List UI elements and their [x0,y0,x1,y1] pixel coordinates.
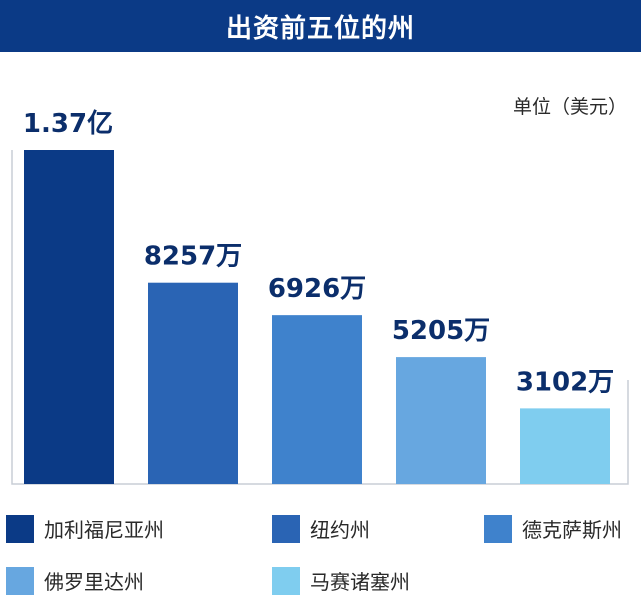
bar-1 [24,150,114,484]
legend-item-5: 马赛诸塞州 [272,566,410,595]
chart-title: 出资前五位的州 [225,13,415,44]
legend-label: 佛罗里达州 [44,570,144,594]
bar-5 [520,408,610,484]
legend: 加利福尼亚州 纽约州 德克萨斯州佛罗里达州 马赛诸塞州 [0,500,641,612]
bar-2 [148,282,238,484]
legend-item-2: 纽约州 [272,514,370,543]
legend-item-3: 德克萨斯州 [484,514,622,543]
bar-3 [272,315,362,484]
legend-swatch [6,514,34,543]
bar-chart: 1.37亿 8257万 6926万 5205万 3102万 [11,109,629,485]
legend-swatch [272,566,300,595]
data-label-5: 3102万 [516,367,614,397]
data-label-1: 1.37亿 [23,109,113,139]
legend-swatch [272,514,300,543]
legend-item-1: 加利福尼亚州 [6,514,164,543]
unit-label: 单位（美元） [512,96,627,118]
legend-label: 纽约州 [310,518,370,542]
title-bar: 出资前五位的州 [0,0,641,52]
legend-label: 德克萨斯州 [522,518,622,542]
legend-item-4: 佛罗里达州 [6,566,144,595]
legend-label: 马赛诸塞州 [310,570,410,594]
legend-label: 加利福尼亚州 [44,518,164,542]
data-label-3: 6926万 [268,274,366,304]
legend-swatch [484,514,512,543]
legend-swatch [6,566,34,595]
data-label-4: 5205万 [392,316,490,346]
data-label-2: 8257万 [144,242,242,272]
bar-4 [396,357,486,484]
